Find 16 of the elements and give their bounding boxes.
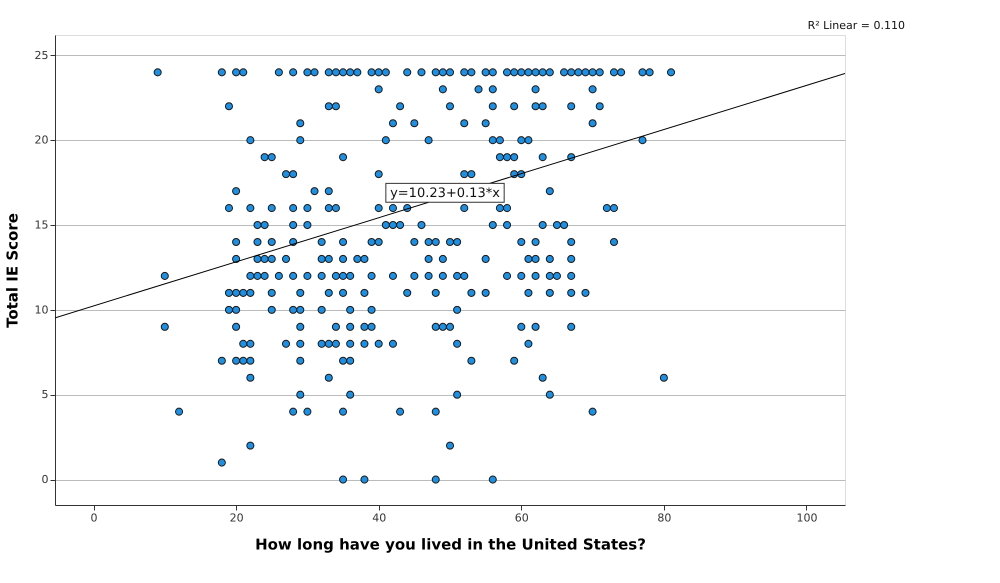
x-axis-title: How long have you lived in the United States? [255,536,646,554]
x-tick-label: 0 [90,512,98,524]
x-tick-label: 40 [372,512,386,524]
annotation: y=10.23+0.13*x [390,186,500,201]
y-axis-title: Total IE Score [4,213,22,328]
x-tick-label: 20 [230,512,244,524]
y-tick-label: 10 [34,303,48,316]
x-tick-label: 80 [657,512,672,524]
y-tick-label: 25 [34,48,48,62]
y-tick-label: 20 [34,134,48,147]
y-tick-label: 15 [34,218,48,232]
y-tick-label: 5 [42,388,48,402]
x-tick-label: 60 [514,512,529,524]
y-tick-label: 0 [42,473,48,486]
x-tick-label: 100 [796,512,818,524]
text: R² Linear = 0.110 [808,19,905,32]
